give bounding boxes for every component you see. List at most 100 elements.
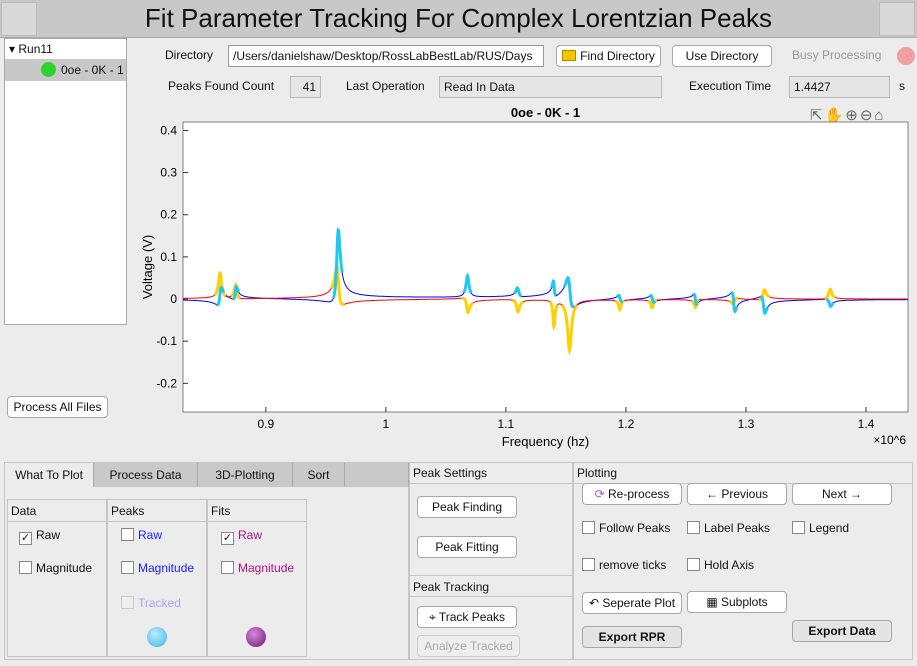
reprocess-button[interactable]: ⟳ Re-process xyxy=(582,483,682,505)
checkbox-icon xyxy=(582,558,595,571)
use-directory-button[interactable]: Use Directory xyxy=(672,45,772,67)
remove-ticks-checkbox[interactable]: remove ticks xyxy=(582,558,666,572)
execution-time-label: Execution Time xyxy=(689,79,772,93)
directory-input[interactable]: /Users/danielshaw/Desktop/RossLabBestLab… xyxy=(228,45,544,67)
x-tick-label: 1.1 xyxy=(498,417,515,431)
follow-peaks-checkbox[interactable]: Follow Peaks xyxy=(582,521,670,535)
title-bar xyxy=(0,0,917,38)
chart[interactable]: 0oe - 0K - 1 0.9 1 1.1 1.2 1.3 1.4 0.4 0.3 0.2 0.1… xyxy=(0,100,917,455)
x-tick-label: 0.9 xyxy=(257,417,274,431)
checkbox-label: Hold Axis xyxy=(704,558,755,572)
execution-time-value: 1.4427 xyxy=(789,76,890,98)
find-directory-button[interactable]: Find Directory xyxy=(556,45,661,67)
checkbox-label: remove ticks xyxy=(599,558,667,572)
label-peaks-checkbox[interactable]: Label Peaks xyxy=(687,521,770,535)
run-tree[interactable]: ▾ Run11 0oe - 0K - 1 xyxy=(4,38,127,325)
checkbox-label: Raw xyxy=(238,528,263,542)
peak-fit-highlight xyxy=(512,298,525,314)
process-all-files-button[interactable]: Process All Files xyxy=(7,396,108,418)
separate-plot-button[interactable]: ↶ Seperate Plot xyxy=(582,592,682,614)
checkbox-label: Label Peaks xyxy=(704,521,771,535)
export-rpr-button[interactable]: Export RPR xyxy=(582,626,682,648)
tab-sort[interactable]: Sort xyxy=(293,463,345,487)
x-tick-label: 1.4 xyxy=(858,417,875,431)
y-tick-label: 0.3 xyxy=(160,166,177,180)
group-title: Data xyxy=(8,500,106,522)
checkbox-label: Magnitude xyxy=(36,561,93,575)
peak-fit-highlight xyxy=(549,301,559,331)
y-tick-label: 0 xyxy=(170,292,177,306)
checkbox-icon xyxy=(792,521,805,534)
data-magnitude-checkbox[interactable]: Magnitude xyxy=(19,561,92,575)
checkbox-icon xyxy=(582,521,595,534)
peak-marker xyxy=(216,285,226,307)
group-title: Fits xyxy=(208,500,306,522)
analyze-tracked-button: Analyze Tracked xyxy=(417,635,520,657)
peaks-magnitude-checkbox[interactable]: Magnitude xyxy=(121,561,194,575)
checkbox-icon xyxy=(121,596,134,609)
export-data-button[interactable]: Export Data xyxy=(792,620,892,642)
fits-raw-checkbox[interactable]: ✓ Raw xyxy=(221,528,262,545)
directory-label: Directory xyxy=(165,48,214,62)
pan-hand-icon[interactable]: ✋ xyxy=(824,107,846,124)
export-icon[interactable]: ⇱ xyxy=(810,107,825,124)
y-tick-label: -0.2 xyxy=(156,376,177,390)
home-icon[interactable]: ⌂ xyxy=(874,107,886,124)
peak-marker xyxy=(692,293,699,306)
tab-3d-plotting[interactable]: 3D-Plotting xyxy=(198,463,293,487)
tab-what-to-plot[interactable]: What To Plot xyxy=(5,463,94,487)
peak-marker xyxy=(513,286,523,298)
busy-processing-label: Busy Processing xyxy=(792,48,882,62)
peak-marker xyxy=(760,295,769,316)
legend-checkbox[interactable]: Legend xyxy=(792,521,849,535)
group-title: Peaks xyxy=(108,500,206,522)
tree-node-run[interactable]: ▾ Run11 xyxy=(9,42,53,56)
checkbox-checked-icon: ✓ xyxy=(19,532,32,545)
y-tick-label: 0.1 xyxy=(160,250,177,264)
peak-settings-panel xyxy=(409,462,573,660)
y-tick-label: 0.4 xyxy=(160,123,177,137)
peak-fit-highlight xyxy=(213,270,227,298)
peaks-color-swatch[interactable] xyxy=(147,627,167,647)
undo-arrow-icon: ↶ xyxy=(588,596,603,610)
image-icon xyxy=(879,2,915,36)
button-label: Re-process xyxy=(608,487,670,501)
checkbox-icon xyxy=(221,561,234,574)
peak-finding-button[interactable]: Peak Finding xyxy=(417,496,517,518)
checkbox-label: Magnitude xyxy=(138,561,195,575)
hold-axis-checkbox[interactable]: Hold Axis xyxy=(687,558,754,572)
checkbox-label: Legend xyxy=(809,521,850,535)
peak-fit-highlight xyxy=(330,264,345,306)
data-group: Data xyxy=(7,499,107,657)
series-raw-data xyxy=(183,228,908,314)
track-peaks-button[interactable]: ⌖ Track Peaks xyxy=(417,606,517,628)
data-raw-checkbox[interactable]: ✓ Raw xyxy=(19,528,60,545)
peaks-tracked-checkbox: Tracked xyxy=(121,596,181,610)
axes-toolbar[interactable]: ⇱✋⊕⊖⌂ xyxy=(810,106,885,124)
next-button[interactable]: Next → xyxy=(792,483,892,505)
peak-marker xyxy=(648,294,657,304)
checkbox-checked-icon: ✓ xyxy=(221,532,234,545)
x-multiplier: ×10^6 xyxy=(873,433,906,447)
button-label: Track Peaks xyxy=(438,610,506,624)
fits-magnitude-checkbox[interactable]: Magnitude xyxy=(221,561,294,575)
peaks-raw-checkbox[interactable]: Raw xyxy=(121,528,162,542)
peak-marker xyxy=(332,227,344,299)
zoom-out-icon[interactable]: ⊖ xyxy=(859,107,875,124)
checkbox-label: Raw xyxy=(138,528,163,542)
peaks-found-label: Peaks Found Count xyxy=(168,79,275,93)
peak-fit-highlight xyxy=(561,304,578,356)
tree-node-file[interactable]: 0oe - 0K - 1 xyxy=(5,59,126,81)
zoom-in-icon[interactable]: ⊕ xyxy=(845,107,860,124)
checkbox-icon xyxy=(121,528,134,541)
x-tick-label: 1.2 xyxy=(618,417,635,431)
peak-fitting-button[interactable]: Peak Fitting xyxy=(417,536,517,558)
previous-button[interactable]: ← Previous xyxy=(687,483,787,505)
subplots-button[interactable]: ▦ Subplots xyxy=(687,591,787,613)
peak-fit-highlight xyxy=(758,288,771,302)
fits-color-swatch[interactable] xyxy=(246,627,266,647)
tab-process-data[interactable]: Process Data xyxy=(94,463,198,487)
peak-fit-highlight xyxy=(691,298,700,310)
plot-area xyxy=(182,121,909,413)
map-pin-icon: ⌖ xyxy=(428,610,439,624)
